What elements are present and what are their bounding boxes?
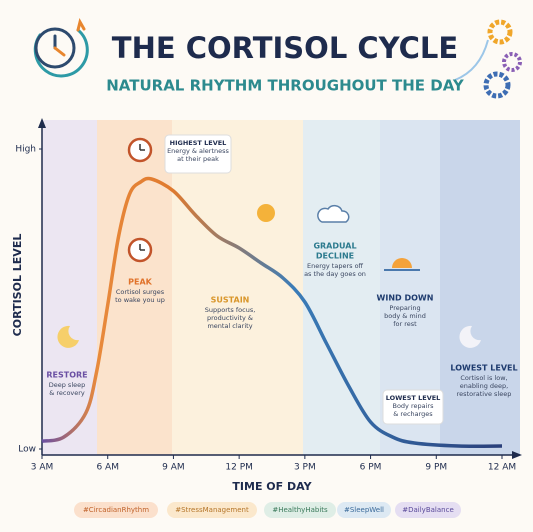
bands — [42, 120, 520, 455]
annotation-text: & recovery — [49, 389, 85, 397]
tag-pill — [74, 502, 158, 518]
annotation-text: Energy & alertness — [167, 147, 229, 155]
x-tick-label: 12 AM — [488, 463, 516, 473]
annotation-text: restorative sleep — [457, 390, 512, 398]
annotation-text: Cortisol surges — [116, 288, 165, 296]
y-arrow — [38, 118, 46, 128]
tag: #HealthyHabits — [272, 506, 328, 514]
x-tick-label: 12 PM — [225, 463, 253, 473]
x-tick-label: 6 AM — [96, 463, 119, 473]
annotation-text: Body repairs — [393, 402, 435, 410]
annotation-text: & recharges — [393, 410, 433, 418]
annotation-text: productivity & — [207, 314, 253, 322]
y-axis-label: CORTISOL LEVEL — [11, 234, 24, 337]
annotation-text: Supports focus, — [205, 306, 256, 314]
subtitle: NATURAL RHYTHM THROUGHOUT THE DAY — [106, 77, 465, 95]
annotation-text: Cortisol is low, — [460, 374, 507, 382]
callout-box — [382, 389, 444, 425]
gear-icons — [454, 19, 522, 99]
y-tick-label: Low — [18, 445, 36, 455]
cortisol-line — [41, 176, 503, 448]
y-tick-label: High — [15, 145, 36, 155]
x-axis-label: TIME OF DAY — [232, 480, 312, 493]
annotation-title: HIGHEST LEVEL — [170, 139, 227, 147]
annotation-text: body & mind — [384, 312, 426, 320]
tag-pill — [395, 502, 461, 518]
annotation-title: LOWEST LEVEL — [450, 364, 517, 373]
tag: #DailyBalance — [402, 506, 454, 514]
annotation-text: to wake you up — [115, 296, 165, 304]
annotation-text: Energy tapers off — [307, 262, 364, 270]
annotation-text: as the day goes on — [304, 270, 366, 278]
annotation-title: WIND DOWN — [377, 294, 434, 303]
annotation-text: enabling deep, — [460, 382, 508, 390]
weather-icons — [57, 204, 481, 348]
tag: #SleepWell — [344, 506, 384, 514]
annotation-text: for rest — [393, 320, 417, 328]
callout-box — [164, 134, 232, 174]
title: THE CORTISOL CYCLE — [112, 31, 458, 65]
annotation-title: SUSTAIN — [211, 296, 250, 305]
tag-pill — [264, 502, 336, 518]
annotation-title: DECLINE — [316, 252, 354, 261]
x-tick-label: 3 AM — [31, 463, 54, 473]
alarm-icons — [127, 137, 153, 263]
tag: #CircadianRhythm — [83, 506, 149, 514]
annotation-title: PEAK — [128, 278, 153, 287]
annotation-title: RESTORE — [46, 371, 87, 380]
clock-icon — [33, 18, 89, 78]
annotation-text: mental clarity — [207, 322, 252, 330]
x-tick-label: 3 PM — [294, 463, 316, 473]
annotation-text: Preparing — [389, 304, 420, 312]
tag-pill — [337, 502, 391, 518]
annotation-title: GRADUAL — [313, 242, 356, 251]
tag-pill — [167, 502, 257, 518]
annotation-text: Deep sleep — [49, 381, 86, 389]
x-tick-label: 9 AM — [162, 463, 185, 473]
annotation-title: LOWEST LEVEL — [386, 394, 441, 402]
x-tick-label: 9 PM — [425, 463, 447, 473]
x-arrow — [512, 451, 522, 459]
tag: #StressManagement — [175, 506, 249, 514]
annotation-text: at their peak — [177, 155, 219, 163]
x-tick-label: 6 PM — [360, 463, 382, 473]
